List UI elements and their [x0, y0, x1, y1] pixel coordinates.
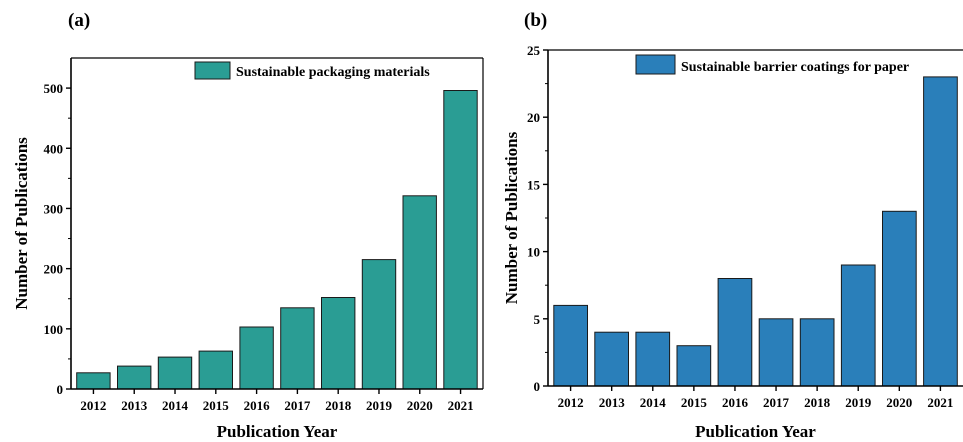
panel-label: (a) [68, 10, 90, 31]
x-tick-label: 2014 [640, 395, 667, 410]
chart-panel-b: (b) 0 5 10 15 20 25 2012 2013 2014 2015 2016 2017 201… [502, 10, 963, 441]
y-tick-label: 0 [534, 379, 541, 394]
y-tick-label: 20 [527, 110, 540, 125]
y-tick-label: 15 [527, 177, 541, 192]
x-tick-label: 2021 [448, 398, 474, 413]
bar-2012 [553, 304, 588, 387]
bar-2016 [717, 278, 753, 387]
y-tick-label: 200 [44, 262, 64, 277]
x-tick-label: 2019 [845, 395, 872, 410]
bar-2019 [840, 264, 876, 387]
x-tick-label: 2016 [722, 395, 749, 410]
x-axis-title: Publication Year [695, 422, 816, 441]
y-tick-label: 400 [44, 141, 64, 156]
bar-2021 [443, 90, 478, 390]
bar-2019 [361, 259, 397, 390]
x-tick-label: 2020 [886, 395, 912, 410]
bar-2017 [280, 307, 315, 390]
bar-2018 [799, 318, 835, 387]
y-tick-label: 5 [534, 312, 541, 327]
y-axis-title: Number of Publications [502, 131, 521, 304]
bar-2017 [758, 318, 794, 387]
bar-2015 [198, 350, 234, 390]
x-tick-label: 2017 [284, 398, 311, 413]
bar-2018 [321, 297, 356, 390]
x-tick-label: 2018 [804, 395, 831, 410]
legend-label: Sustainable barrier coatings for paper [681, 60, 909, 75]
x-tick-label: 2017 [763, 395, 790, 410]
panel-label: (b) [524, 10, 547, 31]
bar-2012 [76, 372, 111, 390]
y-tick-label: 10 [527, 245, 540, 260]
legend-swatch [194, 61, 231, 80]
x-tick-label: 2013 [121, 398, 148, 413]
bar-2021 [923, 76, 958, 387]
bar-2014 [157, 356, 193, 390]
x-tick-label: 2018 [325, 398, 352, 413]
bar-2020 [882, 210, 917, 387]
legend-swatch [635, 54, 676, 75]
bar-2020 [402, 195, 437, 390]
x-tick-label: 2012 [80, 398, 106, 413]
chart-panel-a: (a) 0 100 200 300 400 500 2012 2013 2014 2015 2016 2… [12, 10, 484, 441]
bar-2013 [594, 331, 629, 387]
bar-2014 [635, 331, 671, 387]
x-tick-label: 2014 [162, 398, 189, 413]
x-tick-label: 2015 [203, 398, 230, 413]
y-tick-label: 25 [527, 43, 541, 58]
x-tick-label: 2020 [407, 398, 433, 413]
x-axis-title: Publication Year [217, 422, 338, 441]
x-tick-label: 2012 [558, 395, 584, 410]
y-axis-title: Number of Publications [12, 137, 31, 310]
y-tick-label: 300 [44, 201, 64, 216]
y-tick-label: 100 [44, 322, 64, 337]
bar-2016 [239, 326, 274, 390]
x-tick-label: 2016 [244, 398, 271, 413]
y-tick-label: 0 [57, 382, 64, 397]
x-tick-label: 2013 [599, 395, 626, 410]
x-tick-label: 2021 [927, 395, 953, 410]
x-tick-label: 2019 [366, 398, 393, 413]
legend-label: Sustainable packaging materials [236, 65, 430, 80]
y-tick-label: 500 [44, 81, 64, 96]
bar-2013 [117, 365, 152, 390]
x-tick-label: 2015 [681, 395, 708, 410]
bar-2015 [676, 345, 712, 387]
